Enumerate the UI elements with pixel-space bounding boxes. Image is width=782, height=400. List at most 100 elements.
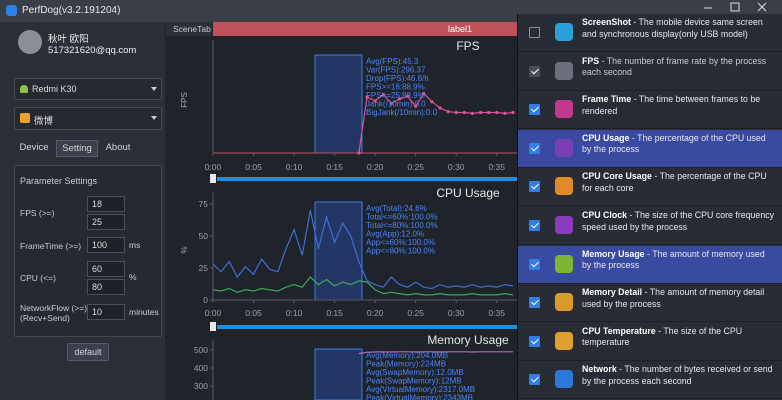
point [462,110,466,115]
metric-title: FPS [582,55,600,66]
metric-text: Memory Usage - The amount of memory used… [582,249,776,272]
metric-title: ScreenShot [582,17,631,27]
scene-tab-bg [166,22,212,36]
menu-item[interactable]: Network - The number of bytes received o… [518,361,782,400]
chart-title: Memory Usage [427,333,509,347]
menu-item[interactable]: FPS - The number of frame rate by the pr… [518,53,782,91]
scroll-handle[interactable] [210,322,216,331]
user-name: 秋叶 欧阳 [48,34,89,45]
stat: BigJank(/10min):0.0 [366,108,438,117]
app-icon [6,5,17,16]
metric-text: FPS - The number of frame rate by the pr… [582,56,776,79]
label: label1 [448,24,472,34]
stat: Avg(Total):24.6% [366,204,427,213]
metric-icon [555,216,573,234]
menu-item[interactable]: CPU Core Usage - The percentage of the C… [518,168,782,207]
metric-description: - The percentage of the CPU for each cor… [582,171,767,193]
input[interactable]: 18 [87,196,125,212]
metric-description: - The size of the CPU temperature [582,325,743,348]
x-tick-label: 0:05 [245,162,262,172]
point [373,99,377,103]
checkbox[interactable] [529,142,540,154]
stat: App<=60%:100.0% [366,238,435,247]
device-dropdown[interactable]: Redmi K30 [14,78,162,100]
field-label: CPU (<=) [20,273,56,283]
input[interactable]: 100 [87,237,125,253]
stat: Jank(/10min):0.0 [366,100,426,109]
close[interactable] [757,2,767,12]
menu-item[interactable]: Frame Time - The time between frames to … [518,91,782,130]
y-axis-label: % [180,246,189,253]
y-tick-label: 50 [199,231,209,241]
metric-description: - The number of bytes received or send b… [582,364,773,386]
point [389,101,393,106]
metric-text: Memory Detail - The amount of memory det… [582,287,776,310]
menu-item[interactable]: Memory Detail - The amount of memory det… [518,284,782,323]
point [422,92,426,96]
metric-text: Network - The number of bytes received o… [582,364,776,387]
metric-title: CPU Usage [582,132,630,143]
checkbox[interactable] [529,258,540,270]
point [381,92,385,97]
device-name: Redmi K30 [32,84,77,94]
metric-text: CPU Usage - The percentage of the CPU us… [582,133,776,156]
scene-tab[interactable]: SceneTab [173,24,211,34]
checkbox[interactable] [529,297,540,309]
settings-title: Parameter Settings [20,176,98,186]
point [470,111,475,115]
tab[interactable]: About [105,142,131,153]
field-label: FPS (>=) [20,208,55,218]
stat: Total<=80%:100.0% [366,221,438,230]
checkbox[interactable] [529,220,540,231]
input[interactable]: 80 [87,279,125,295]
x-tick-label: 0:25 [407,162,424,172]
stat: Peak(VirtualMemory):2343MB [366,394,473,400]
weibo-icon [20,113,30,123]
metric-icon [555,61,573,80]
input[interactable]: 60 [87,261,125,277]
stat: Peak(Memory):224MB [366,360,446,369]
metric-text: CPU Temperature - The size of the CPU te… [582,326,776,349]
x-tick-label: 0:10 [286,308,303,318]
menu-item[interactable]: CPU Temperature - The size of the CPU te… [518,323,782,361]
metric-icon [555,254,573,273]
checkbox[interactable] [529,181,540,193]
app-dropdown[interactable]: 微博 [14,107,162,130]
input[interactable]: 25 [87,214,125,230]
tab[interactable]: Device [19,142,49,153]
unit: % [129,272,137,282]
checkbox[interactable] [529,104,540,116]
metric-description: - The percentage of the CPU used by the … [582,132,766,155]
scrollbar [217,325,517,329]
menu-item[interactable]: Memory Usage - The amount of memory used… [518,245,782,284]
menu-item[interactable]: ScreenShot - The mobile device same scre… [518,14,782,52]
metric-icon [555,177,573,196]
metric-text: ScreenShot - The mobile device same scre… [582,17,776,40]
x-tick-label: 0:10 [286,162,303,172]
point [487,110,491,115]
default-button[interactable]: default [67,343,109,361]
scrollbar [217,177,517,181]
menu-item[interactable]: CPU Clock - The size of the CPU core fre… [518,207,782,245]
y-tick-label: 0 [203,295,208,305]
maximize[interactable] [730,2,740,12]
checkbox[interactable] [529,374,540,386]
metric-menu: ScreenShot - The mobile device same scre… [517,14,782,400]
stat: Var(FPS):296.37 [366,66,426,75]
scroll-handle[interactable] [210,174,216,183]
avatar [18,30,42,54]
point [454,110,458,115]
tab-active[interactable]: Setting [56,140,98,157]
checkbox[interactable] [529,27,540,38]
point [495,110,499,115]
checkbox[interactable] [529,335,540,347]
metric-icon [555,100,573,119]
menu-item[interactable]: CPU Usage - The percentage of the CPU us… [518,129,782,168]
input[interactable]: 10 [87,304,125,320]
x-tick-label: 0:20 [367,308,384,318]
point [478,110,483,115]
stat: Avg(Memory):204.0MB [366,351,448,360]
checkbox [529,65,540,77]
